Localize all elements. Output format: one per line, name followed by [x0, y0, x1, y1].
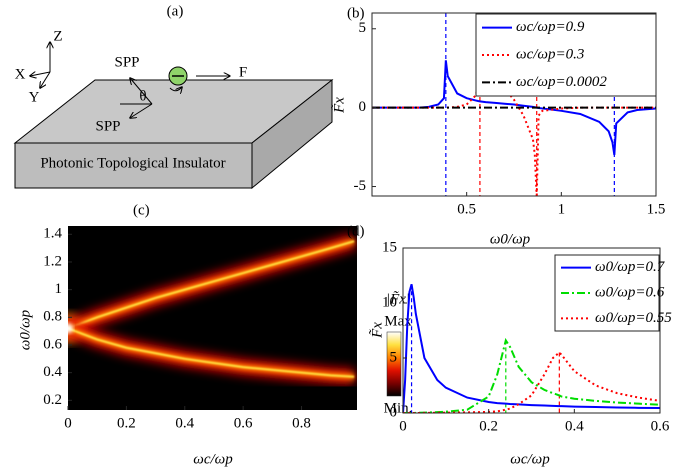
x-tick-label: 0.4	[175, 415, 194, 431]
y-tick-label: 10	[382, 294, 397, 310]
x-tick-label: 0.6	[234, 415, 253, 431]
x-tick-label: 0.8	[292, 415, 311, 431]
spp-arrow	[130, 78, 153, 105]
legend-label: ω0/ωp=0.55	[595, 310, 672, 326]
x-axis-label: ωc/ωp	[193, 451, 233, 467]
panel-label: (d)	[347, 223, 365, 239]
heatmap	[68, 226, 357, 410]
x-tick-label: 0.5	[457, 201, 476, 217]
spp-arrow	[130, 103, 153, 118]
y-tick-label: 5	[390, 349, 398, 365]
series-line	[372, 20, 656, 196]
x-tick-label: 1	[558, 201, 566, 217]
x-axis-label: ωc/ωp	[510, 451, 550, 467]
legend-label: ω0/ωp=0.7	[595, 259, 666, 275]
ridge	[68, 327, 355, 378]
x-tick-label: 0	[64, 415, 72, 431]
legend-label: ω0/ωp=0.6	[595, 284, 665, 300]
axis-arrow	[30, 72, 51, 76]
x-tick-label: 0.4	[565, 418, 584, 434]
plot-frame	[402, 247, 661, 414]
panel-label: (c)	[133, 202, 150, 218]
x-tick-label: 0.2	[479, 418, 498, 434]
y-tick-label: 0	[390, 404, 398, 420]
plot	[403, 284, 660, 413]
y-tick-label: 1.2	[43, 253, 62, 269]
y-tick-label: 1	[55, 281, 63, 297]
slab-label: Photonic Topological Insulator	[40, 155, 225, 171]
series-line	[372, 60, 656, 156]
diagram: (a) Z X Y SPP SPP θ F Photonic Topologic…	[13, 3, 334, 190]
force-label: F	[239, 64, 247, 80]
y-axis-label: F̃x	[331, 97, 347, 114]
axis-y: Y	[29, 89, 40, 105]
axis-arrow	[40, 71, 51, 88]
series-line	[403, 337, 660, 413]
y-tick-label: 0.4	[43, 364, 62, 380]
y-tick-label: 1.4	[43, 226, 62, 242]
x-tick-label: 1.5	[647, 201, 666, 217]
colorbar-max: Max	[384, 313, 412, 329]
y-axis-label: ω0/ωp	[17, 309, 33, 350]
angle-label: θ	[139, 88, 146, 104]
x-tick-label: 0	[399, 418, 407, 434]
panel-label: (a)	[167, 3, 184, 19]
colorbar-min: Min.	[384, 400, 413, 416]
panel-label: (b)	[347, 5, 365, 21]
legend-label: ωc/ωp=0.9	[516, 19, 585, 35]
x-axis-label: ω0/ωp	[490, 231, 531, 247]
axis-z: Z	[53, 28, 62, 44]
ridge	[68, 240, 355, 330]
x-tick-label: 0.6	[651, 418, 670, 434]
y-tick-label: -5	[354, 178, 367, 194]
slab-side	[251, 78, 333, 190]
y-tick-label: 0.2	[43, 392, 62, 408]
axis-x: X	[15, 66, 26, 82]
plot-frame	[371, 12, 657, 197]
legend-label: ωc/ωp=0.3	[516, 46, 584, 62]
heatmap-glow	[68, 323, 73, 334]
x-tick-label: 0.2	[117, 415, 136, 431]
spp-label: SPP	[114, 54, 139, 70]
y-tick-label: 15	[382, 239, 397, 255]
spp-label: SPP	[95, 118, 120, 134]
y-tick-label: 0.6	[43, 336, 62, 352]
y-tick-label: 5	[359, 20, 367, 36]
y-tick-label: 0	[359, 99, 367, 115]
rotation-arrow	[169, 87, 182, 91]
colorbar	[386, 331, 402, 397]
y-tick-label: 0.8	[43, 309, 62, 325]
series-line	[403, 284, 660, 413]
legend-label: ωc/ωp=0.0002	[516, 74, 607, 90]
y-axis-label: F̃x	[369, 322, 385, 339]
